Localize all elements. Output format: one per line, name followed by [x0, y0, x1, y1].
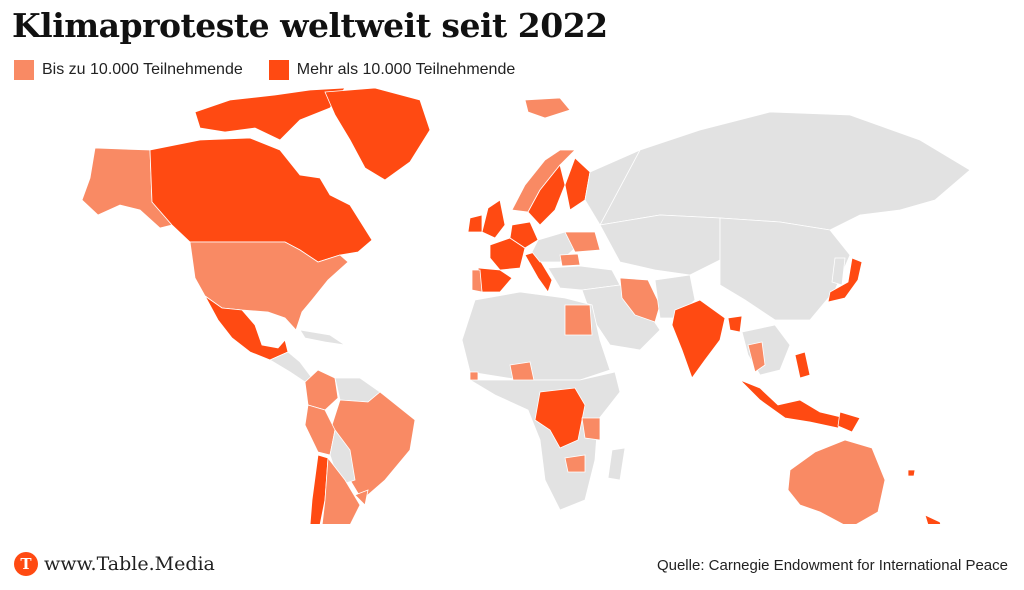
country-papua-new-guinea — [837, 411, 861, 433]
country-philippines — [794, 351, 811, 379]
site-link[interactable]: www.Table.Media — [44, 553, 215, 575]
country-ireland — [467, 214, 483, 233]
country-mexico — [204, 295, 289, 361]
country-egypt — [564, 304, 593, 336]
region-north-america — [81, 87, 431, 383]
country-ukraine — [564, 231, 601, 253]
country-uruguay — [354, 489, 369, 506]
footer-logo[interactable]: T www.Table.Media — [14, 552, 215, 576]
country-greenland — [324, 87, 431, 181]
country-china-mongolia — [719, 217, 851, 321]
legend: Bis zu 10.000 Teilnehmende Mehr als 10.0… — [14, 60, 515, 80]
country-australia — [787, 439, 886, 524]
country-central-asia — [599, 214, 721, 276]
legend-swatch-large — [268, 60, 289, 80]
legend-label-small: Bis zu 10.000 Teilnehmende — [42, 61, 243, 78]
country-romania — [559, 253, 581, 267]
country-dr-congo — [534, 387, 586, 449]
map-title: Klimaproteste weltweit seit 2022 — [12, 6, 608, 45]
region-africa — [461, 291, 626, 511]
legend-item-large: Mehr als 10.000 Teilnehmende — [268, 60, 516, 80]
country-bangladesh — [727, 315, 743, 333]
country-caribbean — [299, 329, 346, 346]
country-canada — [149, 137, 373, 263]
country-spain — [477, 267, 513, 293]
country-madagascar — [607, 447, 626, 481]
region-oceania — [787, 439, 942, 524]
country-iceland — [524, 97, 571, 119]
region-asia — [581, 111, 971, 433]
world-map — [81, 87, 971, 524]
legend-item-small: Bis zu 10.000 Teilnehmende — [14, 60, 243, 80]
country-germany — [509, 221, 539, 249]
country-thailand — [747, 341, 766, 373]
country-peru — [304, 404, 336, 456]
country-united-kingdom — [481, 199, 506, 239]
country-indonesia — [739, 379, 846, 429]
country-new-zealand-north — [924, 514, 942, 524]
country-zimbabwe — [564, 454, 586, 473]
country-iran — [619, 277, 661, 323]
country-canada-arctic — [194, 87, 346, 141]
region-south-america — [304, 369, 416, 524]
legend-label-large: Mehr als 10.000 Teilnehmende — [296, 61, 516, 78]
country-argentina — [321, 456, 361, 524]
country-portugal — [471, 269, 483, 293]
country-tanzania — [581, 417, 601, 441]
table-media-logo-icon: T — [14, 552, 38, 576]
country-fiji — [907, 469, 916, 477]
country-russia-asia — [599, 111, 971, 231]
country-india — [671, 299, 726, 379]
country-japan — [827, 257, 863, 303]
legend-swatch-small — [14, 60, 34, 80]
source-note: Quelle: Carnegie Endowment for Internati… — [656, 557, 1008, 574]
